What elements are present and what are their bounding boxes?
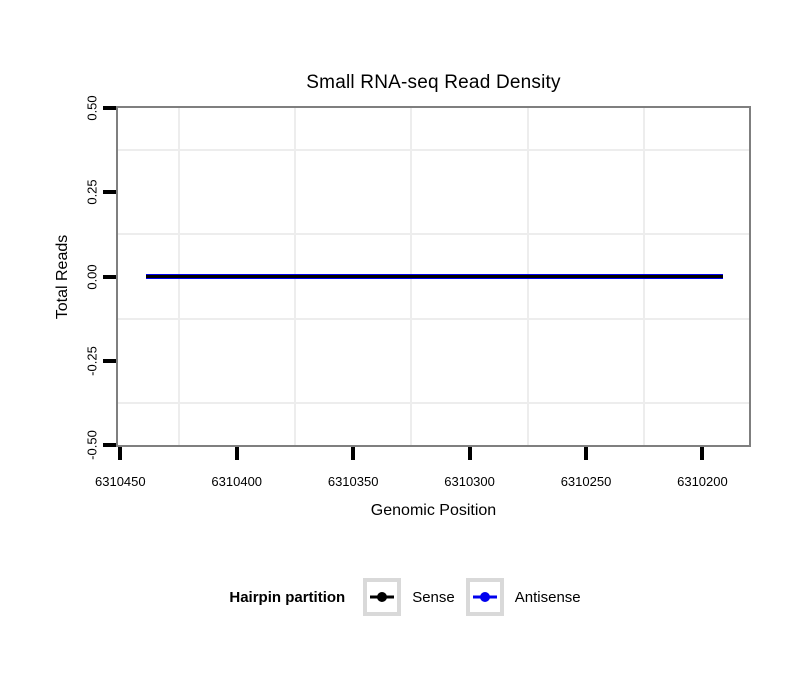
- minor-gridline-horizontal: [118, 401, 749, 404]
- x-tick-mark: [118, 447, 123, 460]
- x-tick-label: 6310350: [327, 474, 379, 489]
- legend-label-sense: Sense: [412, 588, 455, 606]
- y-tick-mark: [103, 190, 116, 195]
- legend-title: Hairpin partition: [229, 588, 346, 606]
- x-tick-mark: [700, 447, 705, 460]
- plot-panel: [116, 106, 751, 447]
- x-tick-label: 6310200: [677, 474, 728, 489]
- x-tick-label: 6310300: [444, 474, 495, 489]
- legend: Hairpin partition Sense Antisense: [0, 577, 810, 617]
- legend-key-dot: [377, 592, 388, 602]
- legend-key-dot: [479, 592, 490, 602]
- minor-gridline-horizontal: [118, 233, 749, 236]
- y-tick-mark: [103, 274, 116, 279]
- minor-gridline-horizontal: [118, 317, 749, 320]
- y-tick-label: 0.00: [84, 263, 100, 290]
- y-tick-mark: [103, 106, 116, 110]
- x-tick-label: 6310400: [211, 474, 263, 489]
- legend-key-antisense: [465, 578, 504, 616]
- minor-gridline-horizontal: [118, 149, 749, 152]
- y-tick-label: -0.25: [84, 345, 100, 376]
- x-tick-mark: [351, 447, 356, 460]
- y-tick-label: -0.50: [84, 430, 100, 460]
- chart-title: Small RNA-seq Read Density: [306, 72, 561, 93]
- y-tick-label: 0.50: [84, 95, 100, 121]
- x-tick-label: 6310450: [95, 474, 146, 489]
- y-axis-title: Total Reads: [54, 234, 71, 320]
- x-tick-mark: [234, 447, 239, 460]
- x-tick-mark: [467, 447, 472, 460]
- legend-label-antisense: Antisense: [514, 588, 581, 606]
- y-tick-mark: [103, 358, 116, 363]
- series-line-sense: [145, 275, 724, 278]
- legend-key-sense: [363, 578, 402, 616]
- y-tick-label: 0.25: [84, 179, 100, 205]
- x-tick-mark: [584, 447, 588, 460]
- y-tick-mark: [103, 443, 116, 447]
- x-tick-label: 6310250: [560, 474, 612, 489]
- x-axis-title: Genomic Position: [370, 502, 497, 519]
